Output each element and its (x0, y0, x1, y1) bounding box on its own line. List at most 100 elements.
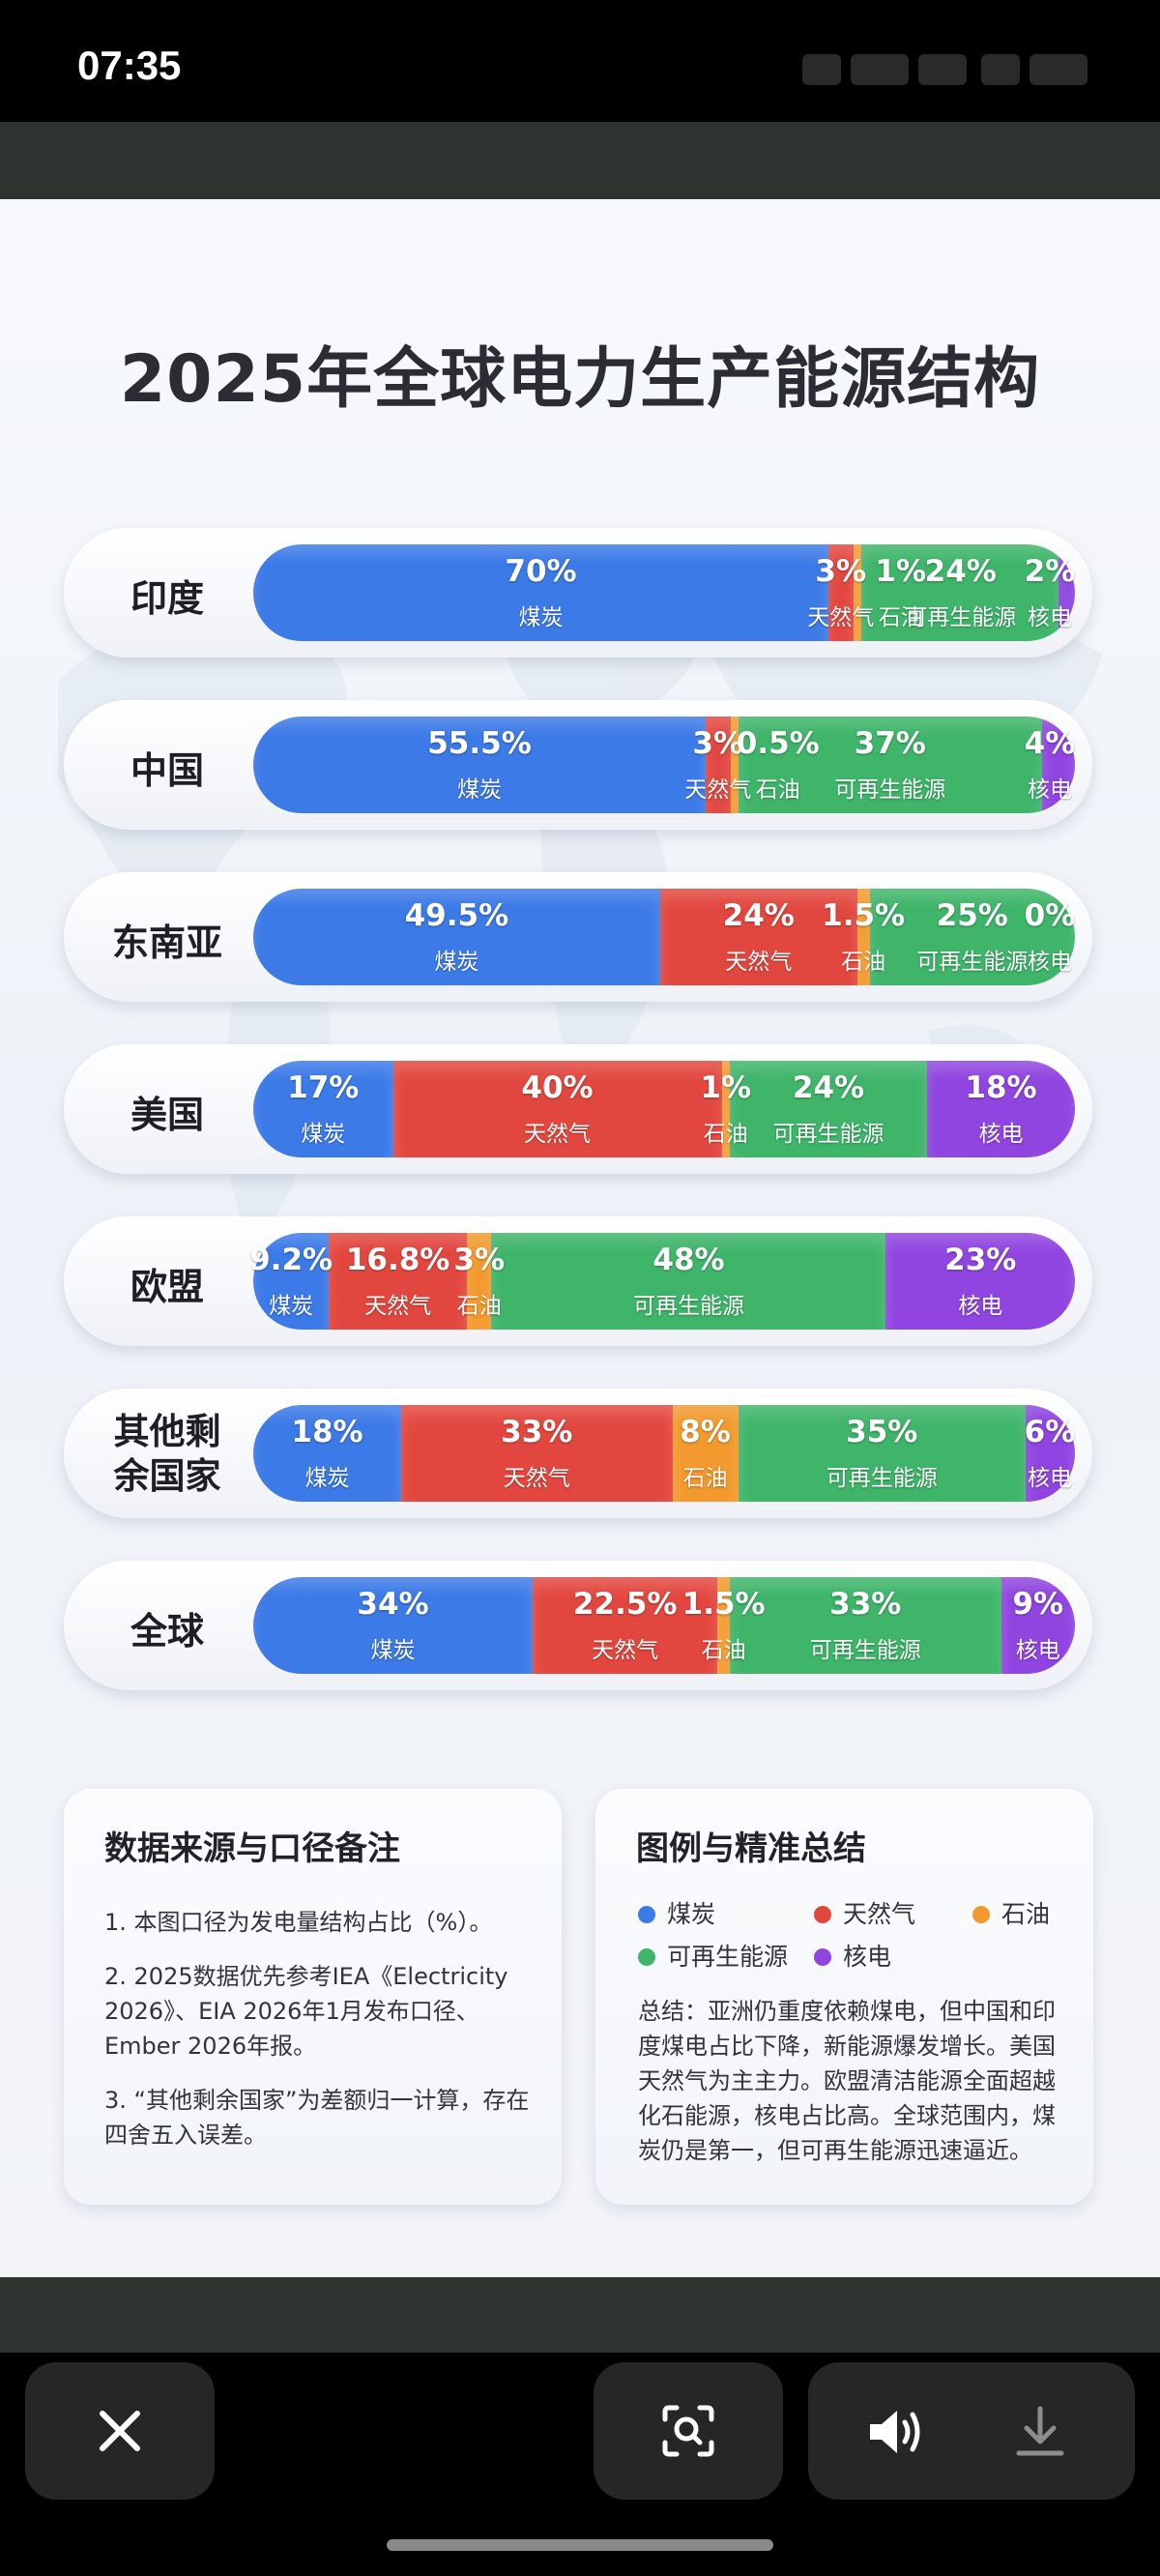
data-label-renewable: 48% 可再生能源 (631, 1233, 747, 1330)
value-label: 0.5% (736, 726, 820, 761)
row-label-line: 全球 (130, 1610, 204, 1653)
bar-segment-renewable (730, 1577, 1001, 1674)
series-label: 煤炭 (434, 950, 479, 975)
data-label-oil: 3% 石油 (421, 1233, 537, 1330)
bar-segment-renewable (730, 1061, 927, 1157)
row-label-line: 美国 (130, 1094, 204, 1136)
value-label: 55.5% (427, 726, 532, 761)
data-label-renewable: 24% 可再生能源 (770, 1061, 886, 1157)
data-label-gas: 3% 天然气 (660, 717, 776, 813)
data-label-gas: 3% 天然气 (783, 544, 899, 641)
series-label: 石油 (841, 950, 886, 975)
value-label: 8% (680, 1415, 731, 1449)
stacked-bar (253, 717, 1075, 813)
series-label: 核电 (1015, 1638, 1060, 1663)
value-label: 1% (700, 1070, 752, 1105)
data-label-oil: 1.5% 石油 (666, 1577, 782, 1674)
series-label: 可再生能源 (826, 1466, 938, 1491)
summary-text: 总结：亚洲仍重度依赖煤电，但中国和印度煤电占比下降，新能源爆发增长。美国天然气为… (638, 1998, 1056, 2164)
data-label-gas: 24% 天然气 (701, 889, 817, 985)
value-label: 17% (287, 1070, 360, 1105)
bar-segment-nuclear (885, 1233, 1075, 1330)
series-label: 可再生能源 (834, 777, 946, 803)
bar-segment-oil (721, 1061, 730, 1157)
bar-segment-gas (706, 717, 731, 813)
row-label: 美国 (64, 1085, 271, 1138)
series-label: 天然气 (503, 1466, 570, 1491)
bar-segment-renewable (491, 1233, 886, 1330)
visual-search-button[interactable] (594, 2362, 783, 2500)
value-label: 25% (936, 898, 1008, 933)
data-label-renewable: 25% 可再生能源 (914, 889, 1030, 985)
value-label: 1.5% (822, 898, 906, 933)
data-label-coal: 55.5% 煤炭 (421, 717, 537, 813)
row-label-line: 欧盟 (130, 1266, 204, 1308)
viewer-toolbar (0, 2353, 1160, 2576)
series-label: 核电 (958, 1294, 1003, 1319)
value-label: 3% (453, 1243, 506, 1277)
value-label: 18% (965, 1070, 1037, 1105)
value-label: 4% (1024, 726, 1076, 761)
value-label: 3% (692, 726, 744, 761)
close-button[interactable] (25, 2362, 215, 2500)
value-label: 24% (924, 554, 997, 589)
legend-swatch (814, 1948, 831, 1966)
download-icon[interactable] (1013, 2405, 1067, 2459)
value-label: 48% (652, 1243, 725, 1277)
bar-segment-nuclear (1026, 1405, 1075, 1502)
data-label-coal: 9.2% 煤炭 (233, 1233, 349, 1330)
series-label: 煤炭 (269, 1294, 314, 1319)
bar-segment-oil (466, 1233, 492, 1330)
legend-item-oil: 石油 (972, 1895, 1050, 1930)
bar-segment-nuclear (1000, 1577, 1075, 1674)
note-item: 3. “其他剩余国家”为差额归一计算，存在四舍五入误差。 (104, 2087, 530, 2149)
legend-swatch (638, 1906, 655, 1923)
bar-segment-gas (329, 1233, 467, 1330)
chart-row: 印度 70% 煤炭 3% 天然气 1% 石油 24% 可再生能源 2% 核电 (64, 528, 1092, 658)
data-label-coal: 17% 煤炭 (265, 1061, 381, 1157)
data-label-coal: 34% 煤炭 (335, 1577, 451, 1674)
series-label: 可再生能源 (905, 605, 1017, 630)
bar-segment-gas (533, 1577, 718, 1674)
series-label: 石油 (703, 1122, 748, 1147)
bar-segment-oil (730, 717, 739, 813)
legend-item-renewable: 可再生能源 (638, 1938, 788, 1973)
viewer-bottom-band (0, 2277, 1160, 2353)
series-label: 可再生能源 (809, 1638, 921, 1663)
bar-segment-nuclear (1042, 717, 1075, 813)
note-item: 1. 本图口径为发电量结构占比（%）。 (104, 1909, 493, 1936)
chart-row: 美国 17% 煤炭 40% 天然气 1% 石油 24% 可再生能源 18% 核电 (64, 1044, 1092, 1174)
value-label: 2% (1024, 554, 1076, 589)
series-label: 煤炭 (518, 605, 564, 630)
bar-segment-coal (253, 1577, 533, 1674)
volume-icon[interactable] (866, 2407, 928, 2457)
series-label: 煤炭 (370, 1638, 416, 1663)
row-label-line: 余国家 (113, 1455, 221, 1497)
close-icon (100, 2411, 140, 2451)
data-label-renewable: 24% 可再生能源 (903, 544, 1019, 641)
legend-item-coal: 煤炭 (638, 1895, 715, 1930)
value-label: 1.5% (682, 1587, 766, 1622)
legend-swatch (814, 1906, 831, 1923)
stacked-bar (253, 1233, 1075, 1330)
row-label-line: 印度 (130, 577, 204, 620)
stacked-bar (253, 1577, 1075, 1674)
data-label-oil: 8% 石油 (648, 1405, 764, 1502)
value-label: 33% (501, 1415, 573, 1449)
series-label: 石油 (755, 777, 800, 803)
notes-card: 数据来源与口径备注 1. 本图口径为发电量结构占比（%）。 2. 2025数据优… (64, 1789, 562, 2205)
chart-row: 东南亚 49.5% 煤炭 24% 天然气 1.5% 石油 25% 可再生能源 0% 核电 (64, 872, 1092, 1002)
chart-title: 2025年全球电力生产能源结构 (119, 341, 1041, 418)
data-label-oil: 1% 石油 (843, 544, 959, 641)
bar-segment-oil (856, 889, 870, 985)
bar-segment-coal (253, 717, 706, 813)
note-item: 2. 2025数据优先参考IEA《Electricity 2026》、EIA 2… (104, 1963, 508, 2060)
series-label: 可再生能源 (772, 1122, 884, 1147)
value-label: 23% (944, 1243, 1017, 1277)
bar-segment-coal (253, 1061, 393, 1157)
data-label-coal: 70% 煤炭 (483, 544, 599, 641)
value-label: 9.2% (249, 1243, 334, 1277)
media-actions (808, 2362, 1135, 2500)
value-label: 33% (829, 1587, 902, 1622)
data-label-renewable: 37% 可再生能源 (832, 717, 948, 813)
